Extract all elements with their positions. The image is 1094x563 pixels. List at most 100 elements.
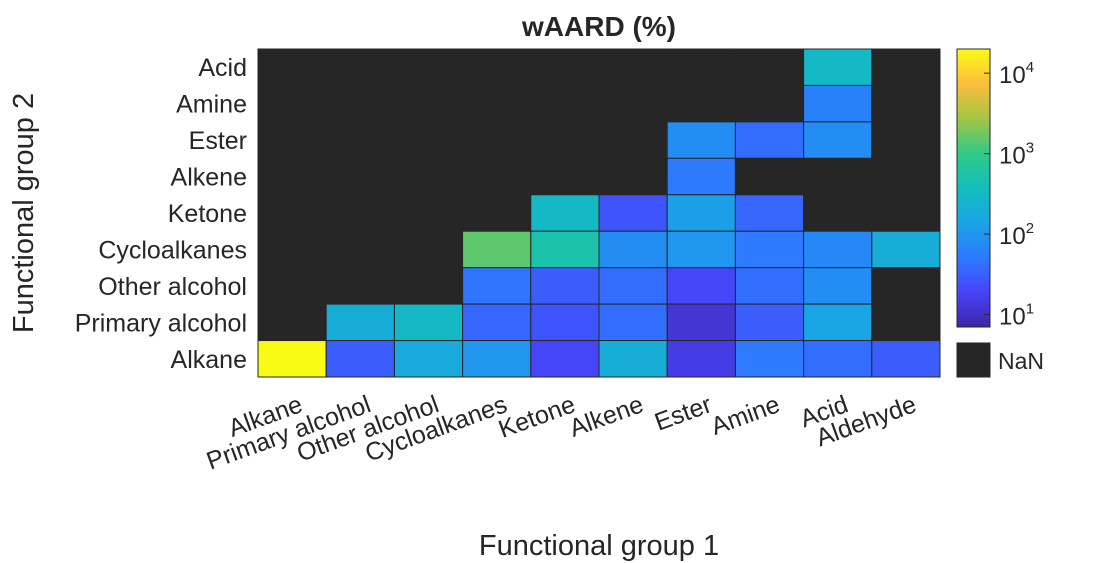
heatmap-cell — [734, 267, 805, 305]
heatmap-cell — [803, 340, 873, 378]
y-tick-label: Cycloalkanes — [98, 236, 247, 264]
y-tick-label: Amine — [176, 91, 247, 119]
heatmap-cell — [257, 267, 327, 305]
colorbar-tick-label: 101 — [999, 301, 1034, 331]
heatmap-cell — [666, 230, 736, 269]
x-axis-label: Functional group 1 — [479, 530, 719, 562]
heatmap-cell — [257, 194, 327, 232]
heatmap-cell — [803, 194, 873, 232]
heatmap-cell — [462, 230, 532, 269]
heatmap-cell — [598, 121, 668, 159]
x-tick-label: Amine — [707, 390, 783, 441]
heatmap-cell — [462, 48, 532, 86]
heatmap-cell — [257, 121, 327, 159]
heatmap-cells — [257, 48, 941, 378]
heatmap-cell — [803, 230, 873, 269]
heatmap-cell — [666, 267, 736, 305]
chart-title: wAARD (%) — [521, 11, 676, 42]
heatmap-cell — [530, 267, 600, 305]
colorbar-tick-label: 103 — [999, 140, 1034, 170]
heatmap-cell — [393, 157, 464, 196]
colorbar-ticks: 101 102 103 104 — [984, 59, 1034, 331]
heatmap-cell — [530, 121, 600, 159]
heatmap-cell — [871, 230, 941, 269]
heatmap-cell — [462, 340, 532, 378]
heatmap-cell — [598, 303, 668, 342]
heatmap-cell — [598, 340, 668, 378]
y-tick-labels: Acid Amine Ester Alkene Ketone Cycloalkanes Ot… — [75, 54, 247, 374]
heatmap-cell — [598, 157, 668, 196]
heatmap-cell — [871, 157, 941, 196]
heatmap-cell — [530, 340, 600, 378]
heatmap-cell — [462, 267, 532, 305]
heatmap-cell — [530, 303, 600, 342]
heatmap-cell — [871, 194, 941, 232]
heatmap-cell — [462, 84, 532, 123]
heatmap-cell — [666, 121, 736, 159]
heatmap-cell — [666, 303, 736, 342]
heatmap-cell — [734, 340, 805, 378]
heatmap-cell — [325, 157, 395, 196]
y-tick-label: Acid — [198, 54, 247, 82]
heatmap-cell — [325, 121, 395, 159]
heatmap-cell — [325, 194, 395, 232]
heatmap-cell — [598, 48, 668, 86]
heatmap-cell — [871, 121, 941, 159]
heatmap-cell — [803, 267, 873, 305]
y-tick-label: Primary alcohol — [75, 309, 247, 337]
heatmap-cell — [530, 48, 600, 86]
heatmap-cell — [666, 340, 736, 378]
heatmap-cell — [325, 267, 395, 305]
heatmap-cell — [257, 48, 327, 86]
heatmap-cell — [734, 121, 805, 159]
heatmap-cell — [393, 48, 464, 86]
nan-swatch — [956, 342, 991, 378]
heatmap-cell — [325, 48, 395, 86]
heatmap-cell — [871, 48, 941, 86]
heatmap-cell — [257, 157, 327, 196]
heatmap-cell — [871, 267, 941, 305]
heatmap-cell — [393, 121, 464, 159]
heatmap-cell — [257, 340, 327, 378]
heatmap-cell — [871, 340, 941, 378]
heatmap-cell — [530, 230, 600, 269]
heatmap-cell — [734, 84, 805, 123]
heatmap-cell — [666, 194, 736, 232]
colorbar — [956, 48, 991, 328]
heatmap-cell — [734, 303, 805, 342]
heatmap-cell — [462, 303, 532, 342]
heatmap-cell — [462, 157, 532, 196]
heatmap-cell — [871, 84, 941, 123]
heatmap-cell — [598, 84, 668, 123]
heatmap-cell — [325, 303, 395, 342]
heatmap-cell — [803, 157, 873, 196]
heatmap-cell — [803, 48, 873, 86]
nan-label: NaN — [998, 348, 1044, 374]
heatmap-cell — [734, 48, 805, 86]
heatmap-cell — [666, 84, 736, 123]
heatmap-cell — [598, 230, 668, 269]
heatmap-cell — [393, 194, 464, 232]
y-tick-label: Alkene — [171, 164, 247, 192]
heatmap-cell — [462, 121, 532, 159]
heatmap-cell — [734, 230, 805, 269]
heatmap-cell — [257, 303, 327, 342]
plot-frame — [257, 48, 941, 378]
colorbar-tick-label: 102 — [999, 220, 1034, 250]
y-tick-label: Ester — [189, 127, 247, 155]
heatmap-cell — [393, 84, 464, 123]
heatmap-cell — [666, 48, 736, 86]
heatmap-cell — [803, 84, 873, 123]
heatmap-cell — [325, 230, 395, 269]
heatmap-cell — [734, 157, 805, 196]
heatmap-cell — [393, 303, 464, 342]
heatmap-cell — [598, 194, 668, 232]
heatmap-cell — [257, 84, 327, 123]
heatmap-cell — [734, 194, 805, 232]
heatmap-cell — [393, 340, 464, 378]
y-tick-label: Alkane — [171, 346, 247, 374]
x-tick-label: Alkene — [566, 390, 647, 442]
y-tick-label: Ketone — [168, 200, 247, 228]
